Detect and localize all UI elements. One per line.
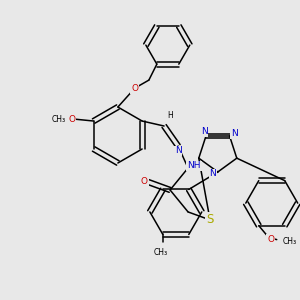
- Text: O: O: [131, 84, 138, 93]
- Text: methoxy: methoxy: [52, 116, 58, 117]
- Text: H: H: [167, 111, 173, 120]
- Text: N: N: [231, 129, 238, 138]
- Text: N: N: [201, 127, 207, 136]
- Text: O: O: [267, 235, 274, 244]
- Text: N: N: [209, 169, 216, 178]
- Text: CH₃: CH₃: [52, 115, 66, 124]
- Text: N: N: [175, 146, 182, 155]
- Text: O: O: [68, 115, 75, 124]
- Text: CH₃: CH₃: [283, 237, 297, 246]
- Text: O: O: [141, 178, 148, 187]
- Text: CH₃: CH₃: [154, 248, 168, 257]
- Text: S: S: [206, 213, 214, 226]
- Text: NH: NH: [187, 161, 201, 170]
